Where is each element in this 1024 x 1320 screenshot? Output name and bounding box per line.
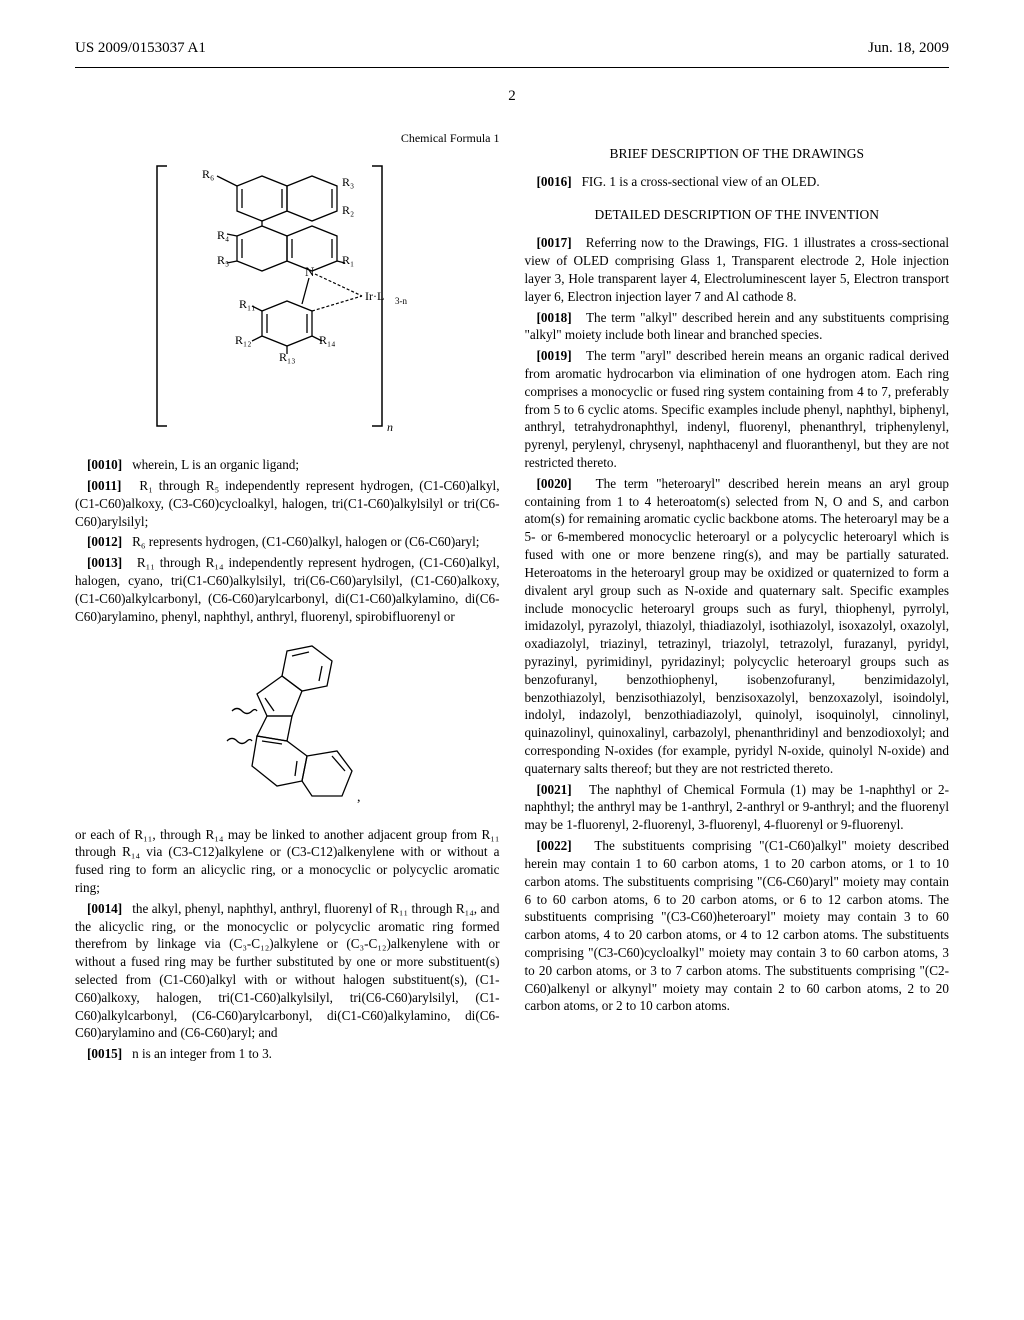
para-num-0022: [0022]	[537, 838, 572, 853]
para-0011: [0011] R₁ through R₅ independently repre…	[75, 477, 500, 530]
para-num-0014: [0014]	[87, 901, 122, 916]
para-0010: [0010] wherein, L is an organic ligand;	[75, 456, 500, 474]
para-num-0019: [0019]	[537, 348, 572, 363]
para-0012-text: R₆ represents hydrogen, (C1-C60)alkyl, h…	[132, 534, 479, 549]
para-0021-text: The naphthyl of Chemical Formula (1) may…	[525, 782, 950, 833]
svg-text:,: ,	[357, 790, 361, 805]
page-number: 2	[75, 88, 949, 105]
chemical-formula-label: Chemical Formula 1	[75, 130, 500, 146]
patent-page: US 2009/0153037 A1 Jun. 18, 2009 2 Chemi…	[0, 0, 1024, 1320]
para-0016: [0016] FIG. 1 is a cross-sectional view …	[525, 173, 950, 191]
right-column: BRIEF DESCRIPTION OF THE DRAWINGS [0016]…	[525, 130, 950, 1066]
para-num-0021: [0021]	[537, 782, 572, 797]
chem-formula-1-svg: R₆ R₃ R₂ N R₄ R₅	[147, 156, 427, 436]
para-0013: [0013] R₁₁ through R₁₄ independently rep…	[75, 554, 500, 625]
para-num-0013: [0013]	[87, 555, 122, 570]
label-r6: R₆	[202, 167, 214, 181]
chemical-structure-1: R₆ R₃ R₂ N R₄ R₅	[75, 156, 500, 436]
para-0015: [0015] n is an integer from 1 to 3.	[75, 1045, 500, 1063]
label-r5: R₅	[217, 253, 229, 267]
label-r3: R₃	[342, 175, 354, 189]
label-r11: R₁₁	[239, 297, 255, 311]
brief-description-heading: BRIEF DESCRIPTION OF THE DRAWINGS	[525, 145, 950, 163]
para-0011-text: R₁ through R₅ independently represent hy…	[75, 478, 500, 529]
para-0014: [0014] the alkyl, phenyl, naphthyl, anth…	[75, 900, 500, 1043]
label-n: N	[305, 264, 315, 279]
para-0017: [0017] Referring now to the Drawings, FI…	[525, 234, 950, 305]
two-column-layout: Chemical Formula 1 R₆	[75, 130, 949, 1066]
para-0013-text: R₁₁ through R₁₄ independently represent …	[75, 555, 500, 623]
label-irl: Ir·L	[365, 289, 384, 303]
para-0020: [0020] The term "heteroaryl" described h…	[525, 475, 950, 778]
para-0022-text: The substituents comprising "(C1-C60)alk…	[525, 838, 950, 1013]
para-0018: [0018] The term "alkyl" described herein…	[525, 309, 950, 345]
para-0019-text: The term "aryl" described herein means a…	[525, 348, 950, 470]
para-or-each: or each of R₁₁, through R₁₄ may be linke…	[75, 826, 500, 897]
para-0022: [0022] The substituents comprising "(C1-…	[525, 837, 950, 1015]
para-0012: [0012] R₆ represents hydrogen, (C1-C60)a…	[75, 533, 500, 551]
para-0010-text: wherein, L is an organic ligand;	[132, 457, 299, 472]
label-r14: R₁₄	[319, 333, 335, 347]
publication-number: US 2009/0153037 A1	[75, 40, 206, 57]
detailed-description-heading: DETAILED DESCRIPTION OF THE INVENTION	[525, 206, 950, 224]
header-rule	[75, 67, 949, 68]
para-0014-text: the alkyl, phenyl, naphthyl, anthryl, fl…	[75, 901, 500, 1041]
left-column: Chemical Formula 1 R₆	[75, 130, 500, 1066]
page-header: US 2009/0153037 A1 Jun. 18, 2009	[75, 40, 949, 57]
label-r4: R₄	[217, 228, 229, 242]
para-num-0018: [0018]	[537, 310, 572, 325]
para-0015-text: n is an integer from 1 to 3.	[132, 1046, 272, 1061]
label-r1: R₁	[342, 253, 354, 267]
para-num-0020: [0020]	[537, 476, 572, 491]
para-0017-text: Referring now to the Drawings, FIG. 1 il…	[525, 235, 950, 303]
spirobifluorenyl-svg: ,	[197, 636, 377, 806]
label-n-subscript: n	[387, 420, 393, 434]
para-0019: [0019] The term "aryl" described herein …	[525, 347, 950, 472]
chemical-structure-2: ,	[75, 636, 500, 806]
para-num-0011: [0011]	[87, 478, 121, 493]
para-num-0017: [0017]	[537, 235, 572, 250]
para-num-0015: [0015]	[87, 1046, 122, 1061]
para-num-0012: [0012]	[87, 534, 122, 549]
para-num-0016: [0016]	[537, 174, 572, 189]
label-r2: R₂	[342, 203, 354, 217]
para-0018-text: The term "alkyl" described herein and an…	[525, 310, 950, 343]
para-0021: [0021] The naphthyl of Chemical Formula …	[525, 781, 950, 834]
label-sub3n: 3-n	[395, 296, 407, 306]
label-r12: R₁₂	[235, 333, 251, 347]
para-num-0010: [0010]	[87, 457, 122, 472]
publication-date: Jun. 18, 2009	[868, 40, 949, 57]
para-0020-text: The term "heteroaryl" described herein m…	[525, 476, 950, 776]
para-0016-text: FIG. 1 is a cross-sectional view of an O…	[582, 174, 820, 189]
